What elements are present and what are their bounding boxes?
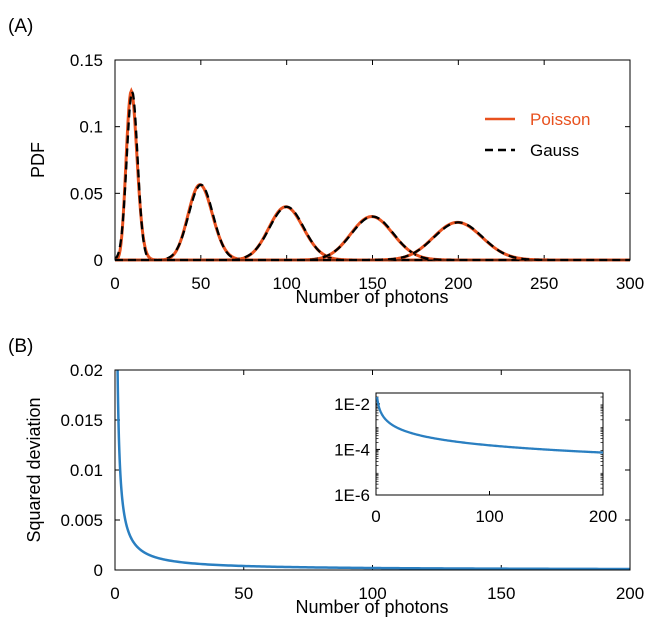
panel-a-frame	[114, 59, 631, 261]
panel-b-ytick-label: 0.02	[70, 361, 103, 380]
panel-b-label: (B)	[8, 336, 33, 357]
panel-a-xtick-label: 200	[444, 274, 472, 293]
panel-b-ytick-label: 0.01	[70, 461, 103, 480]
panel-a: (A) 0 0.05 0.1 0.15 0 50 100 150 200 250 300 Numb…	[8, 16, 644, 307]
panel-a-ytick-label: 0.1	[79, 118, 103, 137]
inset-ytick-label: 1E-2	[334, 395, 370, 414]
inset-xtick-label: 100	[475, 507, 503, 526]
inset-ytick-label: 1E-6	[334, 486, 370, 505]
inset-ytick-label: 1E-4	[334, 440, 370, 459]
panel-b-ytick-label: 0.015	[60, 411, 103, 430]
panel-a-xtick-label: 300	[616, 274, 644, 293]
panel-a-xlabel: Number of photons	[295, 287, 448, 307]
gauss-curve-mu200	[115, 221, 630, 262]
panel-b-xlabel: Number of photons	[295, 597, 448, 617]
poisson-curve-mu200	[115, 220, 630, 262]
legend: Poisson Gauss	[485, 110, 590, 160]
panel-a-label: (A)	[8, 16, 33, 37]
gauss-curve-mu150	[115, 215, 630, 262]
panel-b-ylabel: Squared deviation	[24, 397, 44, 542]
legend-gauss-label: Gauss	[530, 141, 579, 160]
inset-xtick-label: 200	[589, 507, 617, 526]
panel-a-ytick-label: 0.05	[70, 184, 103, 203]
panel-a-xtick-label: 150	[358, 274, 386, 293]
poisson-curve-mu50	[115, 183, 630, 262]
panel-b-xtick-label: 100	[358, 584, 386, 603]
panel-b: (B) 0 0.005 0.01 0.015 0.02 0 50 100 150 200 Num…	[8, 336, 644, 617]
inset-deviation-curve	[375, 396, 604, 454]
inset: 0 100 200 1E-6 1E-4 1E-2	[334, 392, 617, 526]
deviation-curve	[116, 369, 631, 571]
poisson-curve-mu150	[115, 215, 630, 262]
panel-b-xtick-label: 200	[616, 584, 644, 603]
panel-b-ytick-label: 0	[94, 561, 103, 580]
inset-frame	[375, 392, 604, 496]
panel-b-xtick-label: 0	[110, 584, 119, 603]
inset-xtick-label: 0	[371, 507, 380, 526]
panel-a-xtick-label: 0	[110, 274, 119, 293]
panel-a-ylabel: PDF	[28, 142, 48, 178]
panel-b-xtick-label: 50	[234, 584, 253, 603]
poisson-curve-mu100	[115, 205, 630, 262]
panel-b-frame	[114, 369, 631, 571]
panel-b-xtick-label: 150	[487, 584, 515, 603]
panel-a-xtick-label: 100	[272, 274, 300, 293]
panel-a-xtick-label: 250	[530, 274, 558, 293]
panel-a-ytick-label: 0	[94, 251, 103, 270]
gauss-curve-mu100	[115, 205, 630, 262]
panel-b-ytick-label: 0.005	[60, 511, 103, 530]
panel-a-xtick-label: 50	[191, 274, 210, 293]
panel-a-ytick-label: 0.15	[70, 51, 103, 70]
legend-poisson-label: Poisson	[530, 110, 590, 129]
